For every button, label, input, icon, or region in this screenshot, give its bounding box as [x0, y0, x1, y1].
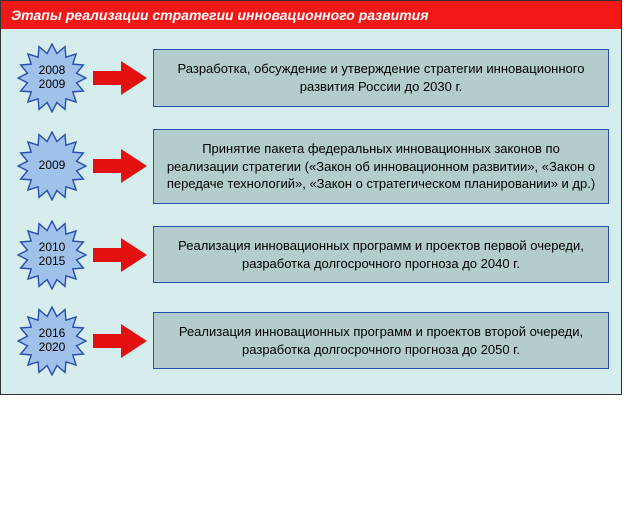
- stage-row: 20082009 Разработка, обсуждение и утверж…: [13, 43, 609, 113]
- arrow-icon: [91, 147, 153, 185]
- year-label: 20082009: [39, 64, 66, 92]
- year-label: 20102015: [39, 241, 66, 269]
- stages-body: 20082009 Разработка, обсуждение и утверж…: [1, 29, 621, 394]
- year-badge: 20162020: [13, 306, 91, 376]
- stage-row: 2009 Принятие пакета федеральных инновац…: [13, 129, 609, 204]
- stage-description: Реализация инновационных программ и прое…: [153, 312, 609, 369]
- year-label: 2009: [39, 159, 66, 173]
- arrow-icon: [91, 322, 153, 360]
- stage-description: Разработка, обсуждение и утверждение стр…: [153, 49, 609, 106]
- stage-description: Реализация инновационных программ и прое…: [153, 226, 609, 283]
- arrow-icon: [91, 59, 153, 97]
- year-badge: 2009: [13, 131, 91, 201]
- stage-row: 20162020 Реализация инновационных програ…: [13, 306, 609, 376]
- stage-description: Принятие пакета федеральных инновационны…: [153, 129, 609, 204]
- stage-row: 20102015 Реализация инновационных програ…: [13, 220, 609, 290]
- year-badge: 20082009: [13, 43, 91, 113]
- arrow-icon: [91, 236, 153, 274]
- diagram-container: Этапы реализации стратегии инновационног…: [0, 0, 622, 395]
- year-badge: 20102015: [13, 220, 91, 290]
- year-label: 20162020: [39, 327, 66, 355]
- title-bar: Этапы реализации стратегии инновационног…: [1, 1, 621, 29]
